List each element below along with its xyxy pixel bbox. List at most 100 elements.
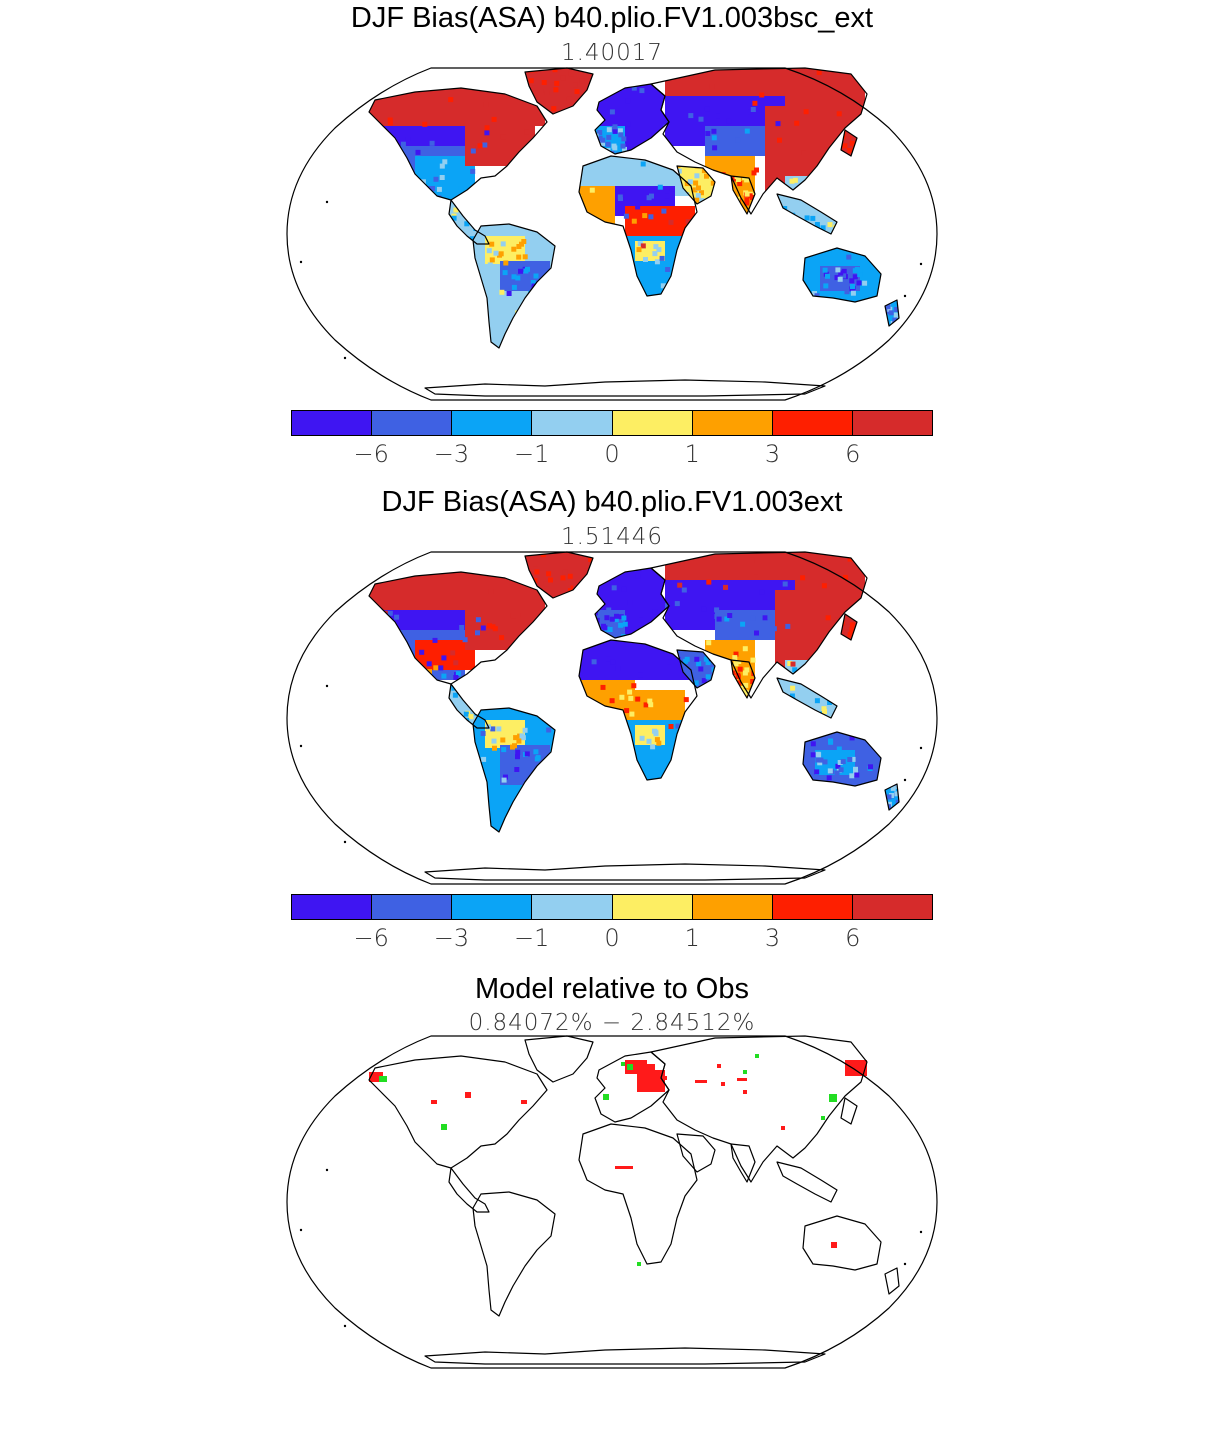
map-panel-2	[286, 551, 938, 885]
coastline-seAsia	[776, 677, 838, 719]
colorbar-swatch	[612, 895, 693, 919]
relative-cell	[441, 1124, 447, 1130]
colorbar-tick-label: 3	[764, 924, 781, 952]
coastline-japan	[840, 129, 858, 157]
colorbar-swatch	[772, 895, 853, 919]
colorbar-tick-label: −6	[353, 440, 389, 468]
colorbar-tick-label: 6	[845, 924, 861, 952]
panel-3-title: Model relative to Obs	[474, 973, 749, 1005]
coastline-japan	[840, 1097, 858, 1125]
coastline-northAmerica	[368, 87, 548, 201]
map-panel-1	[286, 67, 938, 401]
relative-cell	[845, 1060, 867, 1076]
coastline-australia	[802, 731, 882, 787]
colorbar-swatch	[292, 895, 373, 919]
relative-cell	[637, 1070, 665, 1092]
relative-cell	[829, 1094, 837, 1102]
colorbar-swatch	[292, 411, 373, 435]
colorbar-swatch	[852, 411, 932, 435]
coastline-southAmerica	[472, 707, 556, 833]
coastline-arabia	[676, 649, 716, 689]
coastline-centralAmerica	[448, 1167, 490, 1213]
coastline-africa	[578, 155, 698, 297]
panel-2-title: DJF Bias(ASA) b40.plio.FV1.003ext	[381, 486, 843, 518]
relative-cell	[465, 1092, 471, 1098]
colorbar-tick-label: 0	[604, 440, 620, 468]
coastline-africa	[578, 639, 698, 781]
coastline-japan	[840, 613, 858, 641]
coastline-antarctica	[424, 379, 826, 397]
coastline-arabia	[676, 1133, 716, 1173]
coastline-centralAmerica	[448, 199, 490, 245]
coastline-india	[730, 175, 756, 215]
relative-cell	[755, 1054, 759, 1058]
coastline-nz	[884, 299, 900, 327]
colorbar-swatch	[852, 895, 932, 919]
colorbar-swatch	[532, 895, 613, 919]
colorbar-1-ticks: −6 −3 −1 0 1 3 6	[291, 440, 933, 468]
map-border	[286, 551, 938, 885]
coastline-northAmerica	[368, 571, 548, 685]
coastline-australia	[802, 247, 882, 303]
coastline-nz	[884, 1267, 900, 1295]
coastline-northAmerica	[368, 1055, 548, 1169]
colorbar-tick-label: −6	[353, 924, 389, 952]
colorbar-swatch	[612, 411, 693, 435]
colorbar-tick-label: −1	[514, 924, 550, 952]
colorbar-swatch	[372, 895, 453, 919]
map-border	[286, 67, 938, 401]
relative-cell	[627, 1064, 633, 1070]
coastline-asia	[650, 551, 868, 699]
coastline-centralAmerica	[448, 683, 490, 729]
relative-cell	[821, 1116, 825, 1120]
panel-2-subtitle: 1.51446	[560, 524, 664, 550]
colorbar-tick-label: −3	[433, 440, 470, 468]
coastline-greenland	[524, 551, 594, 599]
colorbar-swatch	[452, 895, 533, 919]
colorbar-tick-label: 1	[684, 440, 700, 468]
coastline-asia	[650, 67, 868, 215]
relative-cell	[695, 1080, 707, 1083]
relative-cell	[717, 1064, 721, 1068]
colorbar-2-ticks: −6 −3 −1 0 1 3 6	[291, 924, 933, 952]
coastlines	[368, 67, 900, 397]
colorbar-tick-label: −1	[514, 440, 550, 468]
map-panel-3	[286, 1035, 938, 1369]
relative-cell	[521, 1100, 527, 1104]
coastlines	[368, 1035, 900, 1365]
colorbar-1	[291, 410, 933, 436]
coastline-southAmerica	[472, 1191, 556, 1317]
relative-cell	[743, 1070, 747, 1074]
relative-cell	[721, 1082, 725, 1086]
colorbar-2	[291, 894, 933, 920]
relative-cell	[431, 1100, 437, 1104]
relative-cell	[379, 1076, 387, 1082]
coastline-greenland	[524, 67, 594, 115]
relative-cell	[369, 1072, 383, 1082]
relative-cell	[621, 1062, 625, 1066]
relative-cell	[781, 1126, 785, 1130]
coastline-india	[730, 1143, 756, 1183]
panel-3-subtitle: 0.84072% − 2.84512%	[468, 1010, 756, 1036]
colorbar-tick-label: 3	[764, 440, 781, 468]
colorbar-tick-label: 6	[845, 440, 861, 468]
relative-cell	[737, 1078, 747, 1081]
colorbar-swatch	[532, 411, 613, 435]
coastlines	[368, 551, 900, 881]
coastline-antarctica	[424, 863, 826, 881]
coastline-greenland	[524, 1035, 594, 1083]
relative-cell	[615, 1166, 633, 1169]
colorbar-swatch	[452, 411, 533, 435]
coastline-seAsia	[776, 1161, 838, 1203]
colorbar-tick-label: 0	[604, 924, 620, 952]
colorbar-swatch	[772, 411, 853, 435]
coastline-seAsia	[776, 193, 838, 235]
panel-1-title: DJF Bias(ASA) b40.plio.FV1.003bsc_ext	[350, 2, 874, 34]
coastline-nz	[884, 783, 900, 811]
coastline-india	[730, 659, 756, 699]
coastline-southAmerica	[472, 223, 556, 349]
relative-cell	[645, 1064, 655, 1072]
colorbar-swatch	[372, 411, 453, 435]
colorbar-swatch	[692, 411, 773, 435]
colorbar-tick-label: 1	[684, 924, 700, 952]
